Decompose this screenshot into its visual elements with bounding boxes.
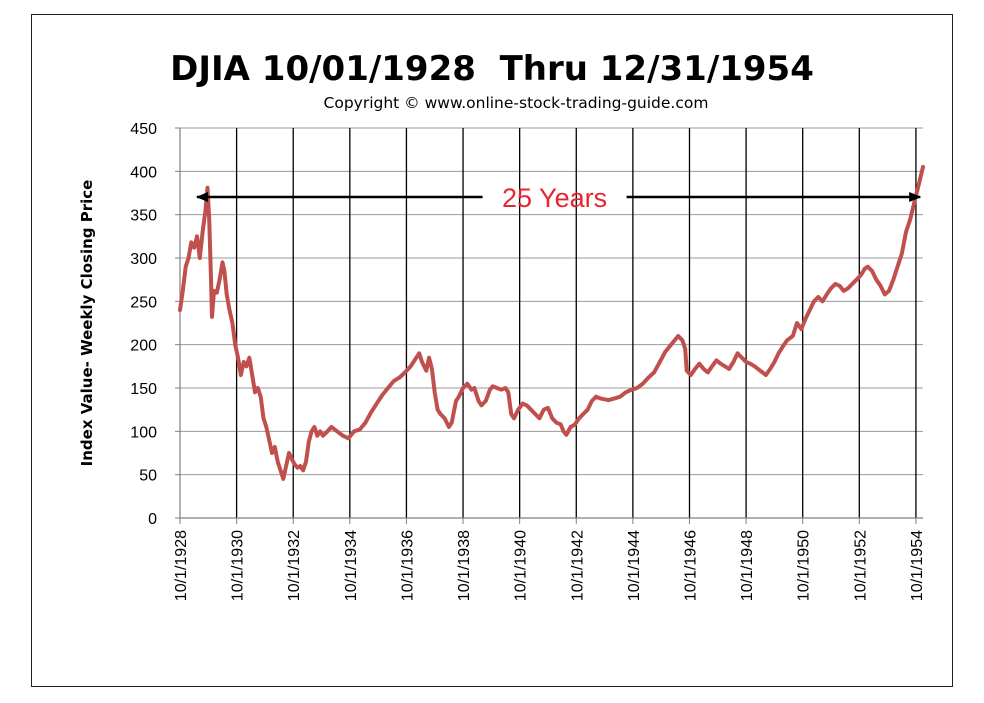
- x-tick-label: 10/1/1946: [682, 530, 699, 601]
- y-tick-label: 250: [130, 294, 157, 311]
- chart-frame: [31, 14, 953, 687]
- x-tick-label: 10/1/1934: [343, 530, 360, 601]
- x-tick-label: 10/1/1944: [626, 530, 643, 601]
- y-tick-label: 400: [130, 164, 157, 181]
- y-tick-label: 350: [130, 208, 157, 225]
- x-tick-label: 10/1/1932: [286, 530, 303, 601]
- x-tick-label: 10/1/1936: [399, 530, 416, 601]
- x-tick-label: 10/1/1942: [569, 530, 586, 601]
- annotation-label: 25 Years: [502, 183, 607, 213]
- x-tick-label: 10/1/1952: [852, 530, 869, 601]
- x-tick-label: 10/1/1928: [173, 530, 190, 601]
- x-tick-label: 10/1/1940: [513, 530, 530, 601]
- x-tick-labels: 10/1/1928 10/1/1930 10/1/1932 10/1/1934 10/1…: [173, 530, 926, 601]
- chart-title: DJIA 10/01/1928 Thru 12/31/1954: [170, 49, 814, 89]
- x-tick-label: 10/1/1938: [456, 530, 473, 601]
- y-tick-label: 100: [130, 424, 157, 441]
- series-line: [178, 165, 925, 481]
- y-tick-label: 50: [139, 468, 157, 485]
- axes: [175, 127, 923, 524]
- series-layer: [178, 165, 925, 481]
- x-tick-label: 10/1/1930: [230, 530, 247, 601]
- x-tick-label: 10/1/1948: [739, 530, 756, 601]
- y-axis-label: Index Value- Weekly Closing Price: [78, 180, 96, 467]
- y-tick-label: 0: [148, 511, 157, 528]
- chart-subtitle: Copyright © www.online-stock-trading-gui…: [324, 94, 709, 112]
- y-tick-label: 450: [130, 121, 157, 138]
- x-tick-label: 10/1/1954: [909, 530, 926, 601]
- y-tick-label: 300: [130, 251, 157, 268]
- annotation: 25 Years: [195, 183, 922, 213]
- y-tick-labels: 0 50 100 150 200 250 300 350 400 450: [130, 121, 157, 528]
- x-tick-label: 10/1/1950: [796, 530, 813, 601]
- y-tick-label: 150: [130, 381, 157, 398]
- y-tick-label: 200: [130, 338, 157, 355]
